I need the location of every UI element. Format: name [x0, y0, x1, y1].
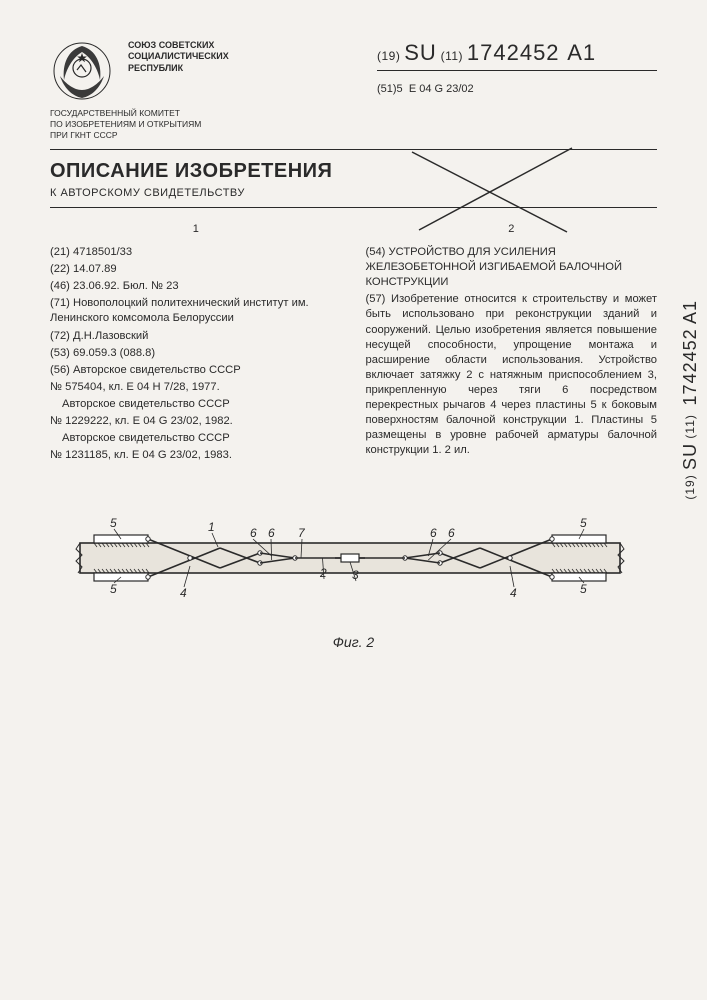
doc-kind: A1 — [567, 40, 596, 65]
field-21: (21) 4718501/33 — [50, 245, 342, 260]
col2-number: 2 — [366, 222, 658, 237]
field-56-a1: (56) Авторское свидетельство СССР — [50, 363, 342, 378]
figure-diagram: 55554664661237 — [50, 493, 650, 623]
col1-number: 1 — [50, 222, 342, 237]
svg-text:5: 5 — [580, 516, 587, 530]
ipc-code: E 04 G 23/02 — [409, 83, 474, 95]
code-11: (11) — [441, 49, 463, 63]
field-56-c1: Авторское свидетельство СССР — [50, 431, 342, 446]
code-51: (51)5 — [377, 83, 403, 95]
field-56-c2: № 1231185, кл. E 04 G 23/02, 1983. — [50, 448, 342, 463]
svg-text:5: 5 — [110, 516, 117, 530]
state-emblem — [50, 40, 114, 102]
code-19: (19) — [377, 49, 400, 63]
invention-title: (54) УСТРОЙСТВО ДЛЯ УСИЛЕНИЯ ЖЕЛЕЗОБЕТОН… — [366, 245, 658, 290]
committee-name: ГОСУДАРСТВЕННЫЙ КОМИТЕТ ПО ИЗОБРЕТЕНИЯМ … — [50, 108, 657, 141]
column-1: 1 (21) 4718501/33 (22) 14.07.89 (46) 23.… — [50, 222, 342, 465]
side-code11: (11) — [683, 414, 697, 438]
title-block: ОПИСАНИЕ ИЗОБРЕТЕНИЯ К АВТОРСКОМУ СВИДЕТ… — [50, 160, 657, 199]
doc-number: 1742452 — [467, 40, 560, 65]
rule-top — [50, 149, 657, 150]
svg-text:4: 4 — [510, 586, 517, 600]
svg-text:5: 5 — [580, 582, 587, 596]
header-rule — [377, 70, 657, 71]
field-72: (72) Д.Н.Лазовский — [50, 329, 342, 344]
svg-text:7: 7 — [298, 526, 306, 540]
doc-subtitle: К АВТОРСКОМУ СВИДЕТЕЛЬСТВУ — [50, 187, 657, 199]
field-56-b1: Авторское свидетельство СССР — [50, 397, 342, 412]
svg-text:6: 6 — [250, 526, 257, 540]
figure-2: 55554664661237 Фиг. 2 — [50, 493, 657, 663]
figure-caption: Фиг. 2 — [50, 634, 657, 650]
svg-text:6: 6 — [268, 526, 275, 540]
svg-text:6: 6 — [448, 526, 455, 540]
svg-text:5: 5 — [110, 582, 117, 596]
field-56-b2: № 1229222, кл. E 04 G 23/02, 1982. — [50, 414, 342, 429]
side-code19: (19) — [683, 474, 697, 499]
rule-bottom — [50, 207, 657, 208]
field-46: (46) 23.06.92. Бюл. № 23 — [50, 279, 342, 294]
doc-country: SU — [404, 40, 437, 65]
field-56-a2: № 575404, кл. E 04 H 7/28, 1977. — [50, 380, 342, 395]
field-53: (53) 69.059.3 (088.8) — [50, 346, 342, 361]
field-71: (71) Новополоцкий политехнический инстит… — [50, 296, 342, 326]
doc-number-line: (19) SU (11) 1742452 A1 — [377, 40, 657, 66]
column-2: 2 (54) УСТРОЙСТВО ДЛЯ УСИЛЕНИЯ ЖЕЛЕЗОБЕТ… — [366, 222, 658, 465]
svg-text:6: 6 — [430, 526, 437, 540]
doc-codes: (19) SU (11) 1742452 A1 (51)5 E 04 G 23/… — [377, 40, 657, 95]
doc-title: ОПИСАНИЕ ИЗОБРЕТЕНИЯ — [50, 160, 657, 183]
ipc-line: (51)5 E 04 G 23/02 — [377, 83, 657, 95]
side-number: 1742452 — [680, 328, 700, 405]
svg-text:1: 1 — [208, 520, 215, 534]
side-doc-number: (19) SU (11) 1742452 A1 — [680, 300, 701, 500]
bibliographic-columns: 1 (21) 4718501/33 (22) 14.07.89 (46) 23.… — [50, 222, 657, 465]
svg-text:4: 4 — [180, 586, 187, 600]
side-kind: A1 — [680, 300, 700, 324]
union-name: СОЮЗ СОВЕТСКИХ СОЦИАЛИСТИЧЕСКИХ РЕСПУБЛИ… — [128, 40, 229, 74]
document-header: СОЮЗ СОВЕТСКИХ СОЦИАЛИСТИЧЕСКИХ РЕСПУБЛИ… — [50, 40, 657, 102]
side-country: SU — [680, 443, 700, 470]
abstract-text: (57) Изобретение относится к строительст… — [366, 292, 658, 458]
field-22: (22) 14.07.89 — [50, 262, 342, 277]
